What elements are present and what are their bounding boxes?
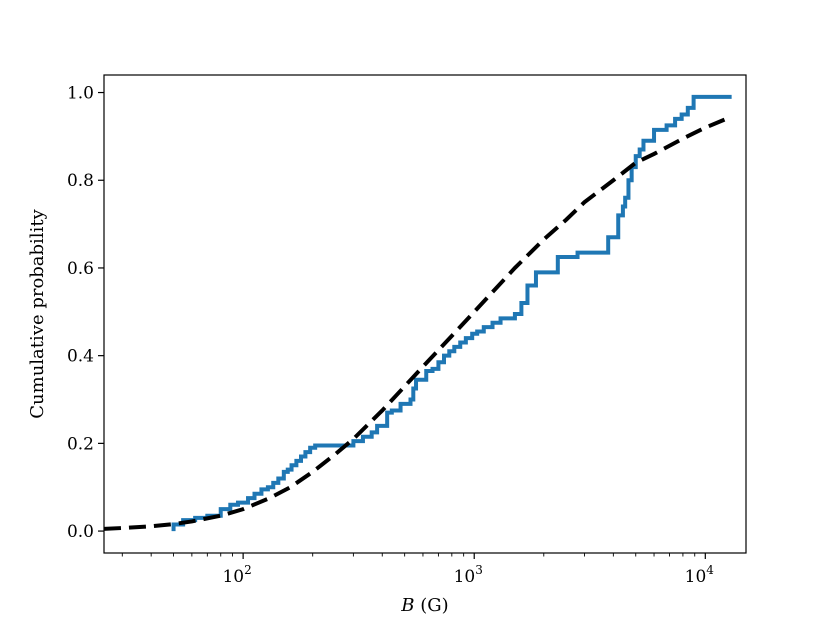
- x-tick-label: 104: [685, 563, 715, 587]
- x-axis-ticks: 102 103 104: [121, 553, 715, 587]
- x-tick-label: 102: [222, 563, 251, 587]
- y-tick-label: 1.0: [67, 84, 94, 104]
- y-tick-label: 0.2: [67, 434, 94, 454]
- y-tick-label: 0.4: [67, 347, 94, 367]
- y-tick-label: 0.8: [67, 171, 94, 191]
- series-line-model: [104, 114, 733, 531]
- x-axis-label: B (G): [400, 595, 448, 616]
- y-tick-label: 0.6: [67, 259, 94, 279]
- series-line-empirical: [171, 94, 732, 532]
- y-tick-label: 0.0: [67, 522, 94, 542]
- y-axis-ticks: 0.0 0.2 0.4 0.6 0.8 1.0: [67, 84, 104, 542]
- plot-frame: [103, 74, 747, 554]
- series-layer: [104, 94, 733, 532]
- x-tick-label: 103: [454, 563, 483, 587]
- y-axis-label: Cumulative probability: [27, 208, 48, 418]
